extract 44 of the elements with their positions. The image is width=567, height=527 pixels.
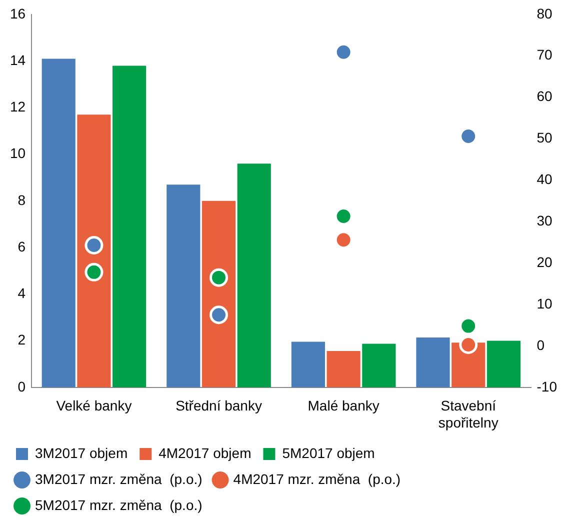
x-tick-label: Střední banky bbox=[176, 398, 262, 414]
y2-tick-label: 50 bbox=[536, 130, 553, 146]
y-tick-label: 6 bbox=[18, 238, 26, 254]
legend-label: 4M2017 mzr. změna (p.o.) bbox=[233, 470, 401, 487]
legend-label: 3M2017 objem bbox=[35, 444, 128, 461]
bar bbox=[291, 342, 326, 388]
y2-tick-label: 80 bbox=[536, 5, 553, 22]
bar bbox=[42, 58, 76, 388]
legend-label: 4M2017 objem bbox=[158, 444, 252, 461]
point bbox=[210, 268, 228, 287]
bar bbox=[202, 200, 236, 388]
point bbox=[84, 262, 104, 282]
y2-tick-label: 30 bbox=[536, 212, 553, 228]
y2-tick-label: 0 bbox=[536, 336, 545, 353]
y-tick-label: 8 bbox=[18, 192, 26, 208]
bar bbox=[416, 338, 450, 388]
y2-tick-label: 70 bbox=[536, 46, 553, 63]
bar bbox=[237, 164, 271, 388]
bar bbox=[486, 340, 521, 388]
y2-tick-label: -10 bbox=[536, 378, 558, 394]
x-tick-label: Stavební spořitelny bbox=[438, 398, 498, 430]
legend-label: 3M2017 mzr. změna (p.o.) bbox=[35, 470, 202, 487]
y-tick-label: 4 bbox=[18, 285, 26, 302]
y-tick-label: 2 bbox=[18, 332, 26, 348]
y-tick-label: 10 bbox=[10, 145, 26, 162]
point bbox=[210, 306, 228, 324]
bar bbox=[362, 344, 396, 388]
legend-label: 5M2017 mzr. změna (p.o.) bbox=[35, 496, 202, 513]
bar bbox=[77, 114, 111, 388]
y2-tick-label: 20 bbox=[536, 254, 553, 270]
point bbox=[84, 236, 104, 254]
y-tick-label: 14 bbox=[10, 52, 26, 68]
y-tick-label: 16 bbox=[10, 5, 26, 22]
y-tick-label: 0 bbox=[18, 378, 26, 394]
bar bbox=[326, 351, 360, 388]
y2-tick-label: 60 bbox=[536, 88, 553, 104]
x-tick-label: Velké banky bbox=[56, 398, 132, 414]
bar bbox=[166, 184, 200, 388]
x-tick-label: Malé banky bbox=[308, 398, 380, 414]
legend-label: 5M2017 objem bbox=[282, 444, 375, 461]
y-tick-label: 12 bbox=[10, 98, 26, 115]
y2-tick-label: 40 bbox=[536, 171, 553, 188]
bar bbox=[112, 66, 146, 388]
y2-tick-label: 10 bbox=[536, 295, 553, 312]
